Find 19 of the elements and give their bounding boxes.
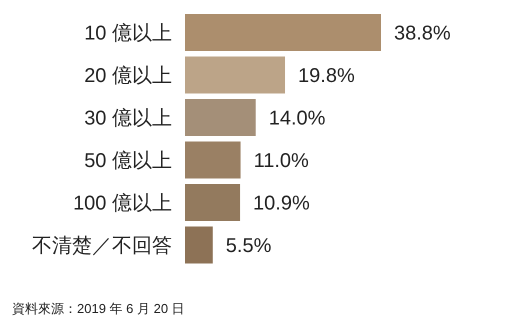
y-tick-label: 20 億以上 — [84, 65, 172, 87]
bar — [185, 14, 381, 51]
y-tick-label: 10 億以上 — [84, 22, 172, 44]
bar — [185, 56, 286, 94]
bar — [185, 226, 213, 264]
y-tick-label: 30 億以上 — [84, 108, 172, 130]
data-label: 14.0% — [268, 108, 326, 130]
bar — [185, 99, 256, 136]
source-note: 資料來源：2019 年 6 月 20 日 — [12, 301, 185, 316]
data-label: 5.5% — [226, 235, 272, 257]
bar — [185, 184, 240, 221]
data-label: 19.8% — [298, 65, 355, 87]
data-label: 11.0% — [254, 150, 310, 172]
y-tick-label: 50 億以上 — [84, 150, 172, 172]
y-tick-label: 不清楚／不回答 — [32, 235, 172, 257]
bar — [185, 142, 241, 178]
data-label: 38.8% — [394, 22, 451, 44]
y-tick-label: 100 億以上 — [73, 192, 172, 214]
data-label: 10.9% — [253, 192, 310, 214]
